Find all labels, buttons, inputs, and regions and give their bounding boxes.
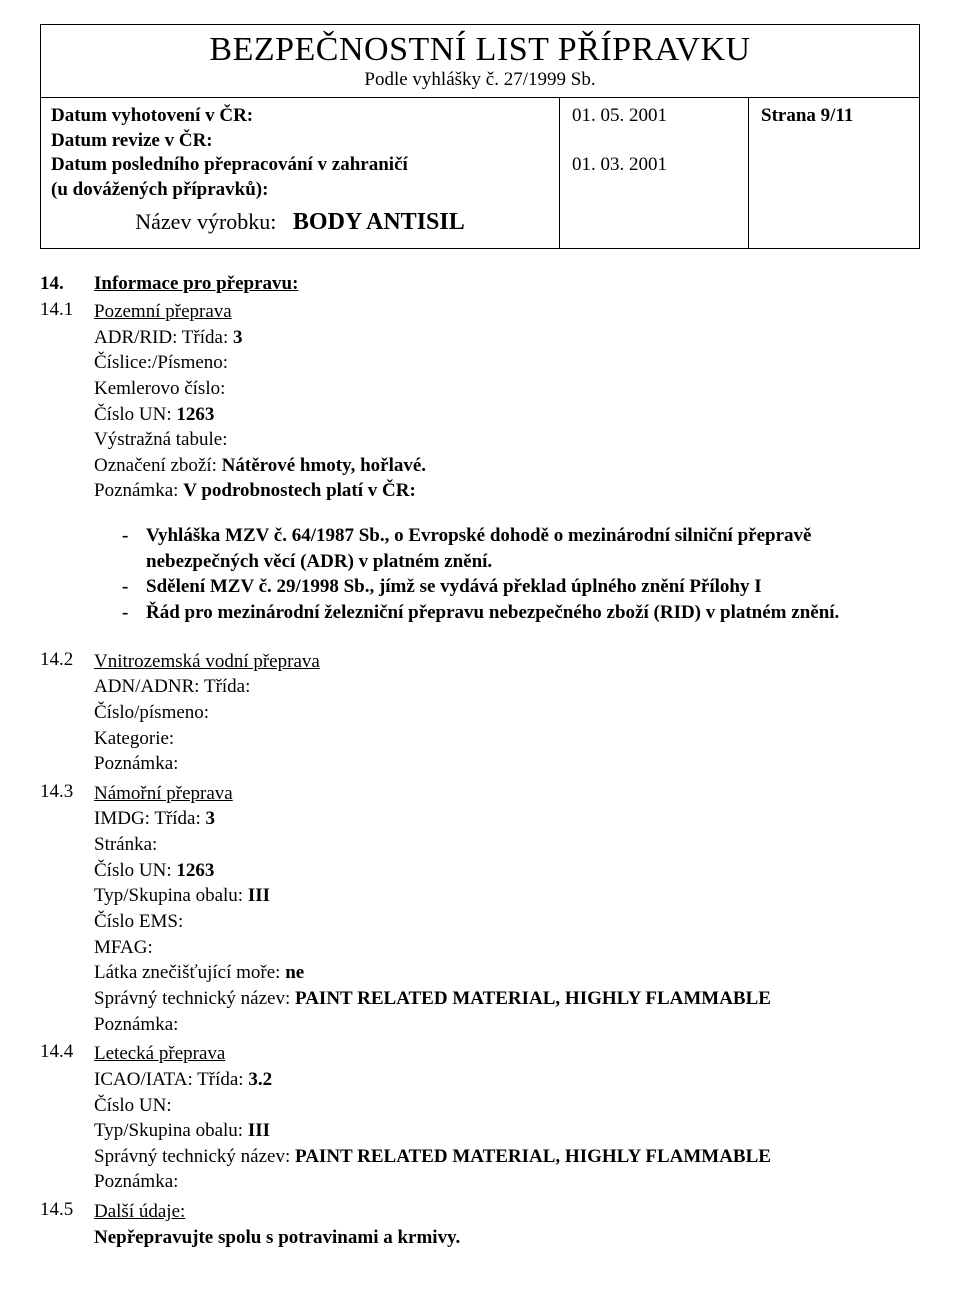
sub-title: Letecká přeprava [94, 1041, 920, 1067]
text: Nepřepravujte spolu s potravinami a krmi… [94, 1225, 920, 1251]
product-row: Název výrobku: BODY ANTISIL [51, 203, 549, 246]
page-number: Strana 9/11 [761, 104, 907, 129]
text: Typ/Skupina obalu: [94, 885, 248, 906]
sub-title: Další údaje: [94, 1199, 920, 1225]
text: ADR/RID: Třída: [94, 327, 233, 348]
meta-dates: 01. 05. 2001 01. 03. 2001 [559, 98, 749, 248]
text: Typ/Skupina obalu: [94, 1120, 248, 1141]
text: Poznámka: [94, 1012, 920, 1038]
sub-num: 14.4 [40, 1041, 84, 1195]
value: 3 [233, 327, 243, 348]
subsection-14-4: 14.4 Letecká přeprava ICAO/IATA: Třída: … [40, 1041, 920, 1195]
content: 14. Informace pro přepravu: 14.1 Pozemní… [40, 273, 920, 1250]
text: Výstražná tabule: [94, 427, 920, 453]
meta-row: Datum vyhotovení v ČR: Datum revize v ČR… [41, 98, 919, 248]
date-value: 01. 05. 2001 [572, 104, 736, 129]
sub-body: Vnitrozemská vodní přeprava ADN/ADNR: Tř… [94, 649, 920, 777]
doc-subtitle: Podle vyhlášky č. 27/1999 Sb. [41, 69, 919, 91]
text: Poznámka: [94, 480, 183, 501]
sub-title: Námořní přeprava [94, 781, 920, 807]
text: Správný technický název: [94, 1146, 295, 1167]
sub-num: 14.3 [40, 781, 84, 1037]
text: Označení zboží: [94, 455, 222, 476]
value: 1263 [176, 860, 214, 881]
list-item: Sdělení MZV č. 29/1998 Sb., jímž se vydá… [122, 574, 920, 600]
text: Číslo EMS: [94, 909, 920, 935]
text: Kategorie: [94, 726, 920, 752]
text: IMDG: Třída: [94, 808, 206, 829]
meta-left: Datum vyhotovení v ČR: Datum revize v ČR… [41, 98, 559, 248]
value: III [248, 1120, 270, 1141]
value: 1263 [176, 404, 214, 425]
sub-num: 14.2 [40, 649, 84, 777]
product-value: BODY ANTISIL [293, 209, 465, 235]
text: Číslice:/Písmeno: [94, 350, 920, 376]
text: Látka znečišťující moře: [94, 962, 285, 983]
subsection-14-1: 14.1 Pozemní přeprava ADR/RID: Třída: 3 … [40, 299, 920, 645]
value: Nátěrové hmoty, hořlavé. [222, 455, 426, 476]
title-row: BEZPEČNOSTNÍ LIST PŘÍPRAVKU Podle vyhláš… [41, 25, 919, 98]
sub-title: Vnitrozemská vodní přeprava [94, 649, 920, 675]
note-list: Vyhláška MZV č. 64/1987 Sb., o Evropské … [94, 523, 920, 626]
text: Kemlerovo číslo: [94, 376, 920, 402]
sub-num: 14.5 [40, 1199, 84, 1250]
text: Číslo UN: [94, 1093, 920, 1119]
value: III [248, 885, 270, 906]
meta-line: Datum vyhotovení v ČR: [51, 104, 549, 129]
meta-line: Datum revize v ČR: [51, 129, 549, 154]
section-num: 14. [40, 273, 84, 295]
sub-body: Námořní přeprava IMDG: Třída: 3 Stránka:… [94, 781, 920, 1037]
section-14-head: 14. Informace pro přepravu: [40, 273, 920, 295]
text: ICAO/IATA: Třída: [94, 1069, 248, 1090]
meta-right: Strana 9/11 [749, 98, 919, 248]
text: Správný technický název: [94, 988, 295, 1009]
list-item: Řád pro mezinárodní železniční přepravu … [122, 600, 920, 626]
sub-title: Pozemní přeprava [94, 299, 920, 325]
subsection-14-5: 14.5 Další údaje: Nepřepravujte spolu s … [40, 1199, 920, 1250]
sub-body: Pozemní přeprava ADR/RID: Třída: 3 Čísli… [94, 299, 920, 645]
text: Číslo UN: [94, 860, 176, 881]
text: Poznámka: [94, 751, 920, 777]
value: 3.2 [248, 1069, 272, 1090]
value: V podrobnostech platí v ČR: [183, 480, 416, 501]
meta-line: Datum posledního přepracování v zahranič… [51, 153, 549, 178]
meta-line: (u dovážených přípravků): [51, 178, 549, 203]
value: ne [285, 962, 304, 983]
value: PAINT RELATED MATERIAL, HIGHLY FLAMMABLE [295, 988, 771, 1009]
list-item: Vyhláška MZV č. 64/1987 Sb., o Evropské … [122, 523, 920, 574]
value: 3 [206, 808, 216, 829]
text: MFAG: [94, 935, 920, 961]
section-title: Informace pro přepravu: [94, 273, 298, 295]
product-label: Název výrobku: [135, 209, 276, 234]
doc-title: BEZPEČNOSTNÍ LIST PŘÍPRAVKU [41, 31, 919, 69]
date-value: 01. 03. 2001 [572, 153, 736, 178]
sub-num: 14.1 [40, 299, 84, 645]
sub-body: Další údaje: Nepřepravujte spolu s potra… [94, 1199, 920, 1250]
text: Číslo UN: [94, 404, 176, 425]
sub-body: Letecká přeprava ICAO/IATA: Třída: 3.2 Č… [94, 1041, 920, 1195]
value: PAINT RELATED MATERIAL, HIGHLY FLAMMABLE [295, 1146, 771, 1167]
text: Číslo/písmeno: [94, 700, 920, 726]
document-header: BEZPEČNOSTNÍ LIST PŘÍPRAVKU Podle vyhláš… [40, 24, 920, 249]
text: ADN/ADNR: Třída: [94, 674, 920, 700]
text: Stránka: [94, 832, 920, 858]
subsection-14-2: 14.2 Vnitrozemská vodní přeprava ADN/ADN… [40, 649, 920, 777]
text: Poznámka: [94, 1169, 920, 1195]
subsection-14-3: 14.3 Námořní přeprava IMDG: Třída: 3 Str… [40, 781, 920, 1037]
